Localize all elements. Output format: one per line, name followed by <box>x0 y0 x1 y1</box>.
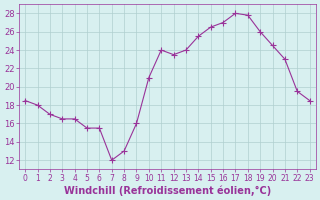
X-axis label: Windchill (Refroidissement éolien,°C): Windchill (Refroidissement éolien,°C) <box>64 185 271 196</box>
